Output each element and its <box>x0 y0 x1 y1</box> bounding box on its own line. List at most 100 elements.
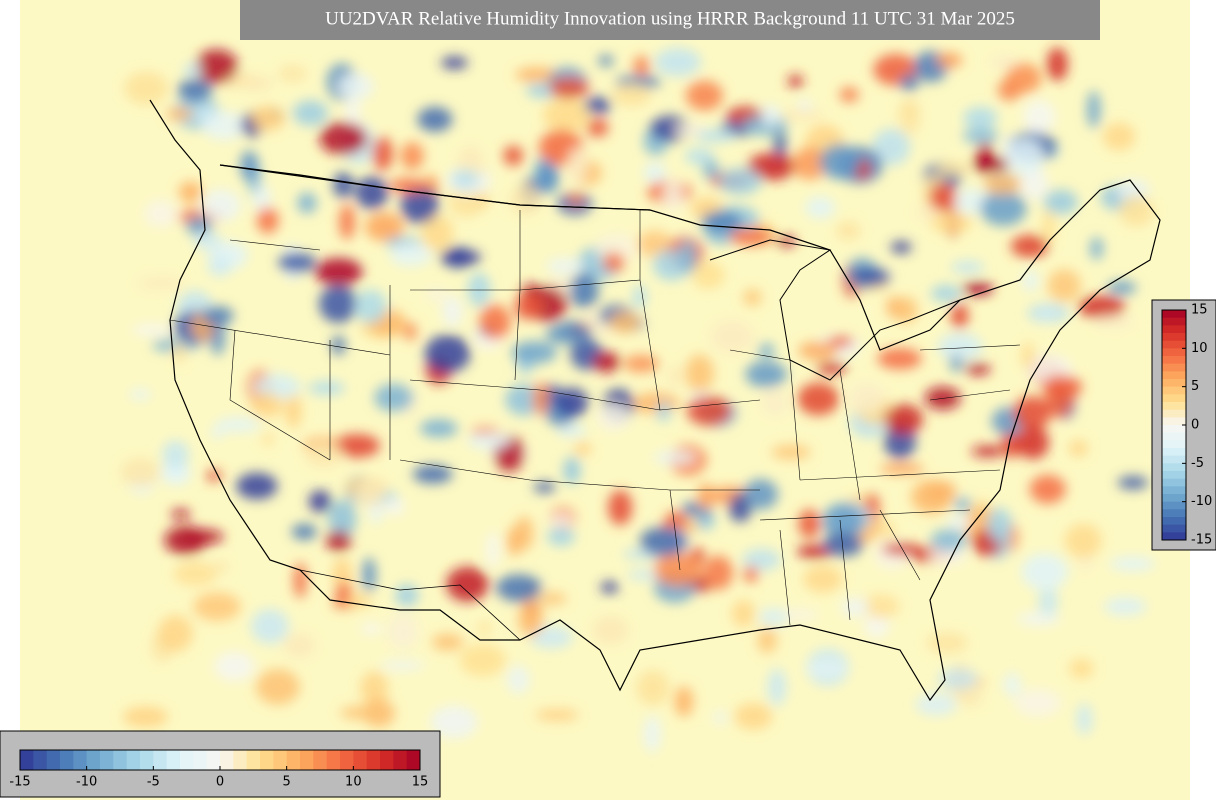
colorbar-segment <box>1162 393 1186 402</box>
field-blob <box>971 445 1005 457</box>
field-blob <box>477 621 492 635</box>
field-blob <box>592 351 621 373</box>
field-blob <box>1109 556 1156 571</box>
field-blob <box>1078 295 1126 319</box>
field-blob <box>703 555 733 590</box>
field-blob <box>201 111 248 140</box>
colorbar-tick-label: 5 <box>1191 379 1199 394</box>
field-blob <box>479 304 511 340</box>
field-blob <box>567 147 587 185</box>
boundaries <box>149 99 1161 702</box>
field-blob <box>239 75 273 91</box>
field-blob <box>545 323 593 345</box>
field-blob <box>533 481 556 493</box>
field-blob <box>466 432 512 449</box>
field-blob <box>915 693 957 716</box>
field-blob <box>389 242 432 267</box>
colorbar-segment <box>100 750 114 770</box>
field-blob <box>137 277 185 290</box>
field-blob <box>417 106 453 132</box>
field-blob <box>120 457 160 487</box>
field-blob <box>792 147 828 180</box>
field-blob <box>362 557 376 593</box>
field-blob <box>757 627 777 654</box>
colorbar-segment <box>206 750 221 770</box>
colorbar-tick-label: -5 <box>147 775 160 790</box>
field-blob <box>700 211 743 232</box>
field-blob <box>798 341 838 360</box>
colorbar-segment <box>1162 447 1186 456</box>
field-blob <box>419 419 458 438</box>
field-blob <box>158 615 193 652</box>
colorbar-segment <box>1162 309 1186 318</box>
field-blob <box>758 343 775 358</box>
field-blob <box>639 526 688 557</box>
field-blob <box>546 257 584 275</box>
field-blob <box>1017 612 1061 626</box>
field-blob <box>333 434 381 458</box>
field-blob <box>936 52 963 68</box>
field-blob <box>1029 474 1066 504</box>
field-blob <box>1039 308 1053 321</box>
field-blob <box>347 593 372 609</box>
field-blob <box>285 392 302 429</box>
field-blob <box>143 199 178 228</box>
colorbar-segment <box>1162 409 1186 418</box>
colorbar-tick-label: 0 <box>1191 418 1199 433</box>
field-blob <box>840 597 870 617</box>
field-blob <box>1043 189 1078 215</box>
field-blob <box>938 667 978 691</box>
field-blob <box>374 383 414 412</box>
field-blob <box>1001 428 1023 458</box>
field-blob <box>355 176 389 210</box>
field-blob <box>372 136 393 171</box>
colorbar-segment <box>380 750 394 770</box>
colorbar-segment <box>286 750 301 770</box>
field-blob <box>929 183 957 212</box>
field-blob <box>509 185 541 216</box>
state-lines <box>169 210 1021 626</box>
colorbar-segment <box>273 750 288 770</box>
field-blob <box>743 566 759 583</box>
field-blob <box>930 212 973 233</box>
field-blob <box>684 148 715 165</box>
field-blob <box>486 531 500 569</box>
field-blob <box>822 503 865 540</box>
field-blob <box>131 324 174 336</box>
field-blob <box>947 515 971 530</box>
field-blob <box>980 190 1027 227</box>
field-blob <box>1013 396 1052 430</box>
field-blob <box>503 145 524 166</box>
field-blob <box>201 306 234 325</box>
field-blob <box>743 479 779 510</box>
field-blob <box>345 99 361 123</box>
colorbar-segment <box>1162 470 1186 479</box>
field-blob <box>803 565 843 593</box>
field-blob <box>400 142 424 170</box>
field-blob <box>339 705 382 720</box>
border-mexico <box>299 569 521 641</box>
field-blob <box>586 118 609 137</box>
field-blob <box>956 688 983 707</box>
field-blob <box>354 289 387 324</box>
field-blob <box>379 660 426 671</box>
field-blob <box>822 532 864 557</box>
field-blob <box>636 669 670 706</box>
field-blob <box>734 702 773 730</box>
field-blob <box>899 74 919 92</box>
field-blob <box>1042 374 1082 400</box>
field-blob <box>592 616 629 645</box>
field-blob <box>949 355 963 372</box>
field-blob <box>1047 269 1081 303</box>
field-blob <box>162 440 189 469</box>
field-blob <box>861 594 900 619</box>
field-blob <box>215 417 262 433</box>
field-blob <box>495 574 542 602</box>
colorbar-segment <box>246 750 261 770</box>
colorbar-segment <box>1162 485 1186 494</box>
field-blob <box>207 255 232 277</box>
colorbar-tick-label: 5 <box>283 775 291 790</box>
field-blob <box>451 169 479 189</box>
colorbar-segment <box>180 750 194 770</box>
colorbar-segment <box>46 750 61 770</box>
